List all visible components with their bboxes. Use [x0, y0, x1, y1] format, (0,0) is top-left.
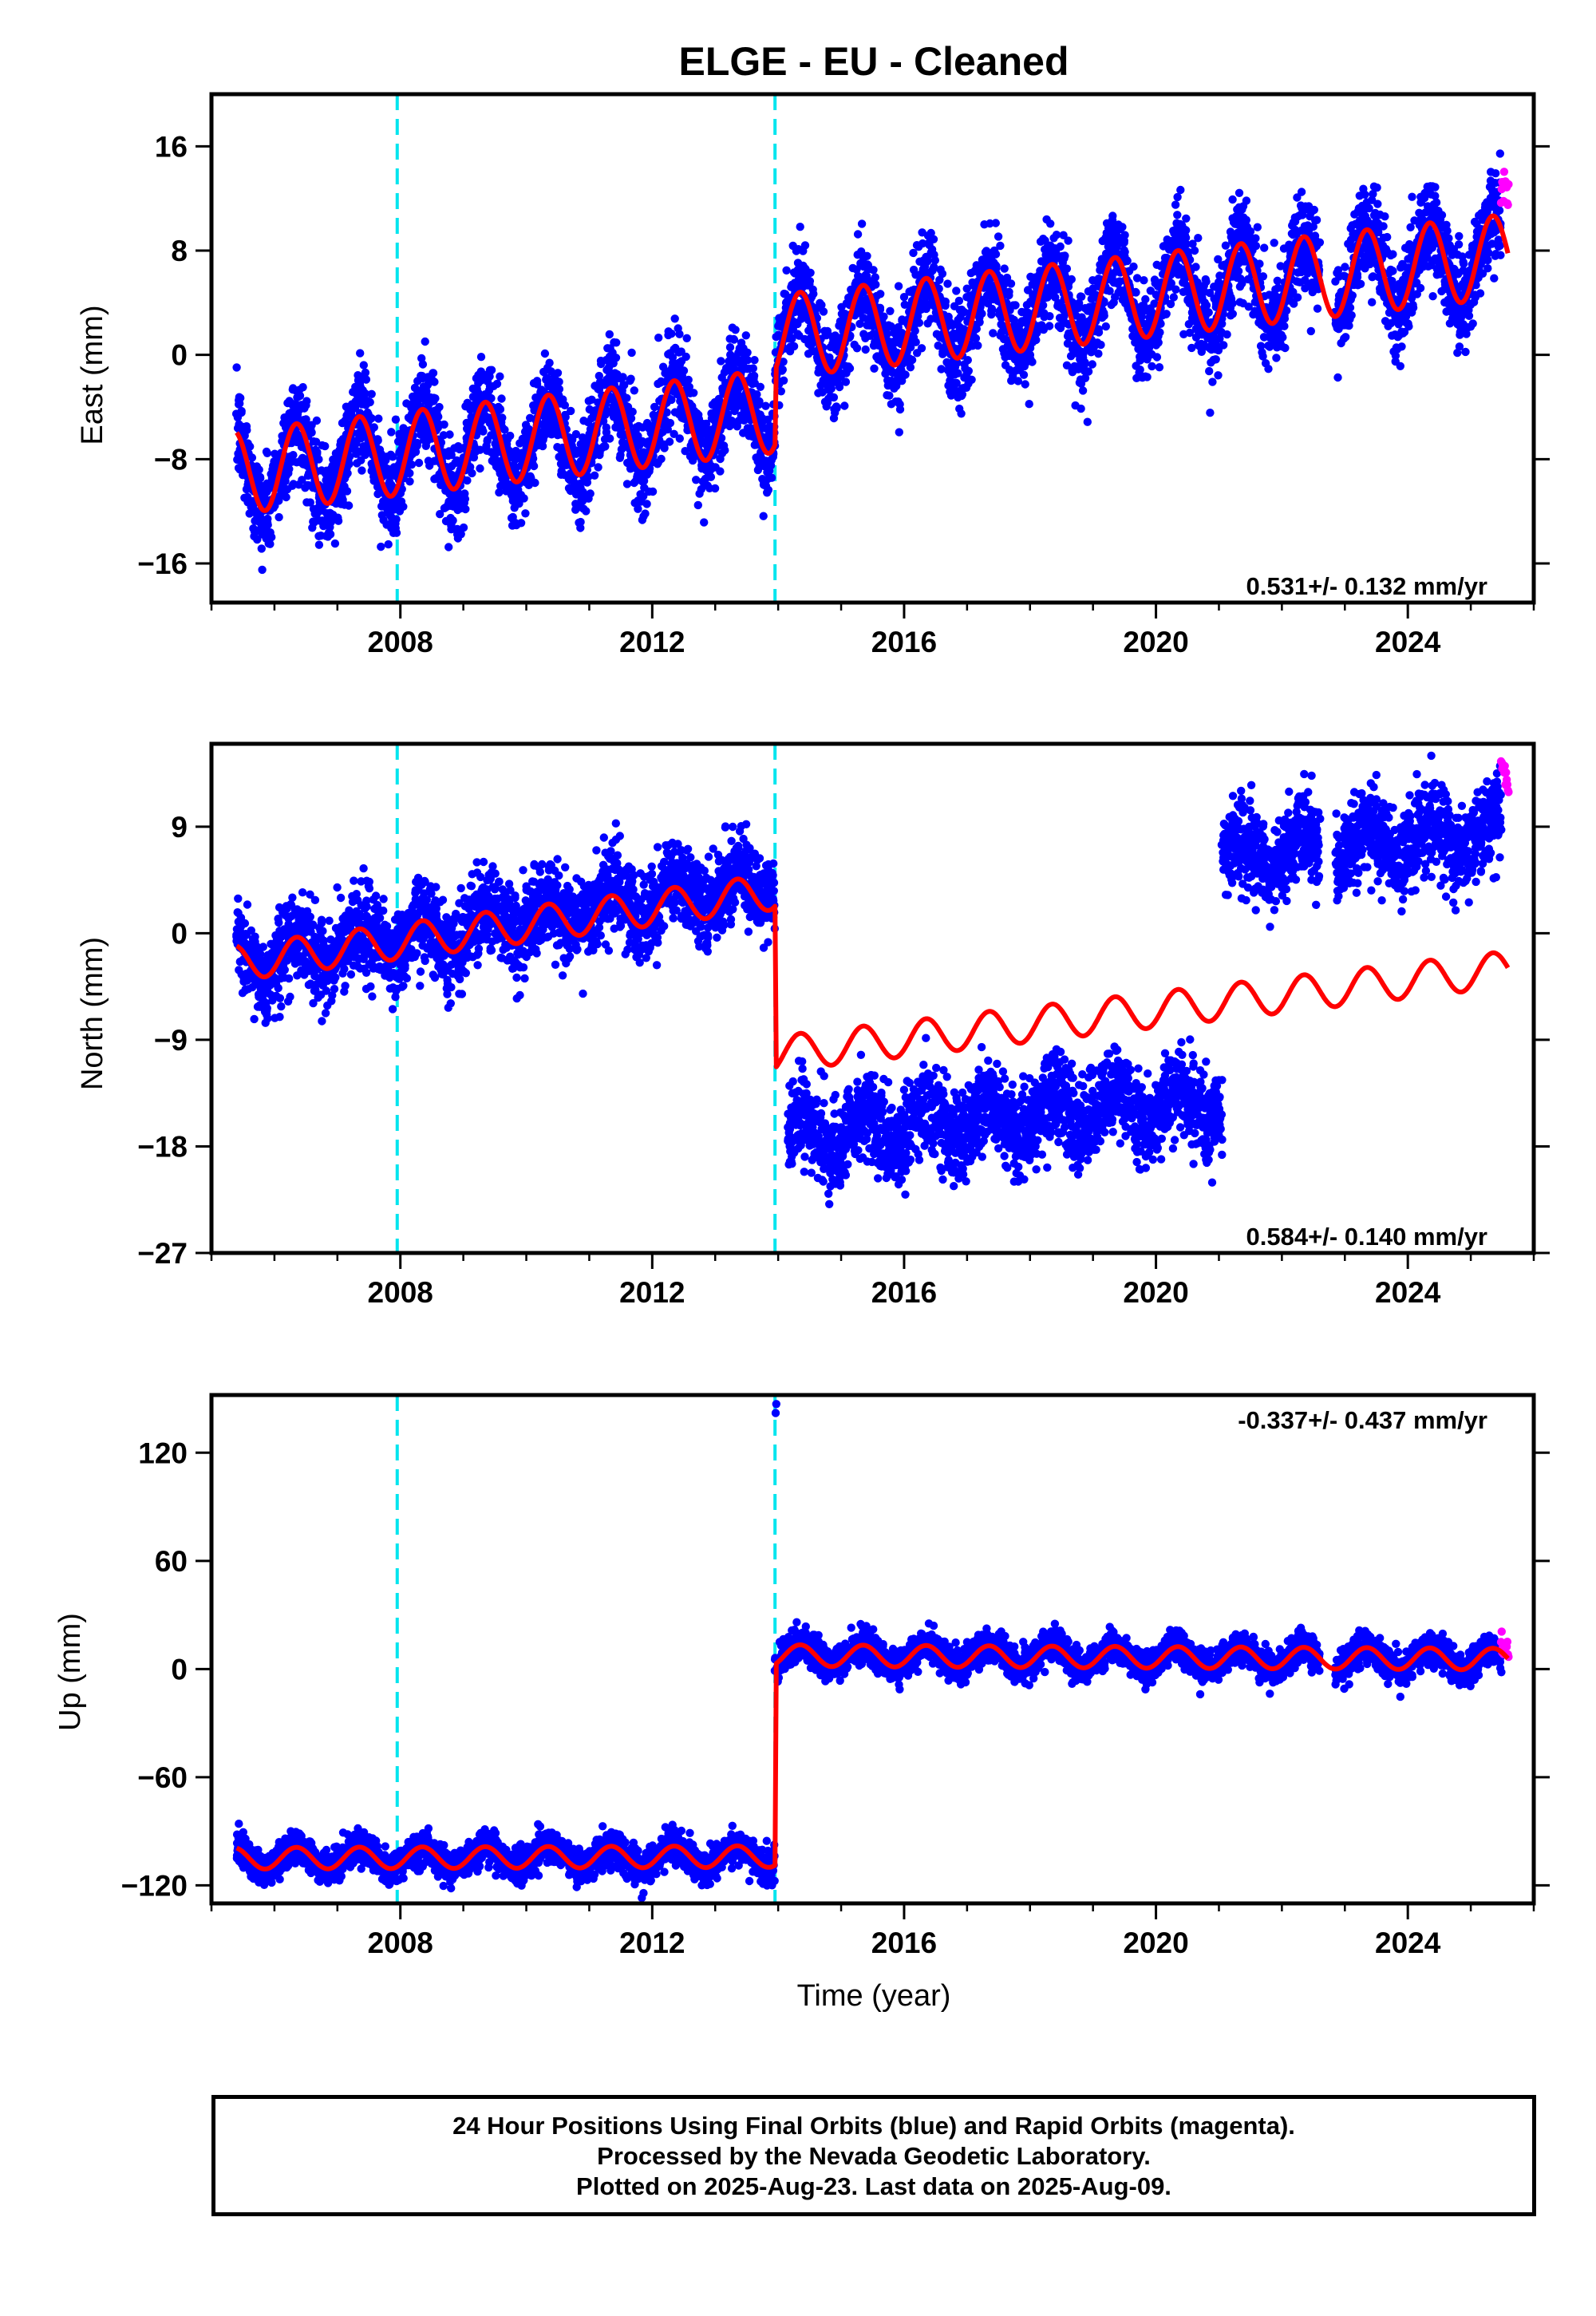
east-rate-label: 0.531+/- 0.132 mm/yr: [1246, 572, 1487, 600]
plot-frame: [209, 741, 1536, 1255]
north-rate-label: 0.584+/- 0.140 mm/yr: [1246, 1223, 1487, 1251]
footer-line-1: 24 Hour Positions Using Final Orbits (bl…: [452, 2112, 1295, 2140]
y-tick-label: −8: [154, 443, 188, 476]
north-plot-area: 2008 2012 2016 2020 2024 −27 −18 −9 0 9: [137, 741, 1550, 1309]
up-panel: 2008 2012 2016 2020 2024 −120 −60 0 60 120 Up (mm…: [53, 1393, 1550, 1959]
east-y-axis-label: East (mm): [76, 305, 109, 445]
final-orbit-markers: [231, 149, 1505, 575]
y-tick-label: −9: [154, 1024, 188, 1057]
y-tick-label: −60: [137, 1761, 188, 1794]
x-tick-label: 2020: [1123, 1276, 1188, 1309]
final-orbit-points: [231, 149, 1505, 575]
x-tick-label: 2016: [871, 626, 937, 658]
x-tick-label: 2012: [619, 1927, 685, 1959]
north-panel: 2008 2012 2016 2020 2024 −27 −18 −9 0 9 North (mm…: [76, 741, 1550, 1309]
up-y-axis-label: Up (mm): [53, 1613, 87, 1731]
final-orbit-points: [232, 751, 1506, 1208]
y-tick-label: 0: [171, 1653, 188, 1686]
x-tick-label: 2024: [1375, 1276, 1441, 1309]
final-orbit-markers: [232, 751, 1506, 1208]
final-orbit-points: [232, 1400, 1506, 1903]
x-tick-label: 2024: [1375, 626, 1441, 658]
x-tick-label: 2008: [368, 1276, 433, 1309]
y-tick-label: 9: [171, 811, 188, 844]
x-tick-label: 2016: [871, 1927, 937, 1959]
y-tick-label: 120: [138, 1437, 188, 1469]
plot-frame: [209, 1393, 1536, 1906]
y-tick-label: 16: [155, 130, 188, 163]
rapid-orbit-markers: [1496, 757, 1513, 796]
footer-box: 24 Hour Positions Using Final Orbits (bl…: [211, 2095, 1536, 2216]
x-tick-label: 2012: [619, 1276, 685, 1309]
y-tick-label: 8: [171, 235, 188, 267]
east-plot-area: 2008 2012 2016 2020 2024 −16 −8 0 8 16: [137, 92, 1550, 658]
y-tick-label: −16: [137, 547, 188, 580]
x-tick-label: 2020: [1123, 626, 1188, 658]
y-tick-label: 0: [171, 917, 188, 950]
x-tick-label: 2008: [368, 626, 433, 658]
x-tick-label: 2020: [1123, 1927, 1188, 1959]
x-tick-label: 2024: [1375, 1927, 1441, 1959]
y-tick-label: −18: [137, 1130, 188, 1163]
up-plot-area: 2008 2012 2016 2020 2024 −120 −60 0 60 120: [121, 1393, 1550, 1959]
footer-line-3: Plotted on 2025-Aug-23. Last data on 202…: [576, 2172, 1171, 2200]
figure-title: ELGE - EU - Cleaned: [679, 39, 1069, 84]
y-tick-label: 60: [155, 1545, 188, 1578]
footer-line-2: Processed by the Nevada Geodetic Laborat…: [597, 2142, 1151, 2170]
final-orbit-markers: [232, 1400, 1506, 1903]
rapid-orbit-markers: [1496, 168, 1513, 209]
plot-frame: [209, 92, 1536, 605]
y-tick-label: 0: [171, 339, 188, 372]
y-tick-label: −27: [137, 1237, 188, 1270]
x-tick-label: 2016: [871, 1276, 937, 1309]
x-axis-label: Time (year): [797, 1979, 951, 2013]
model-fit-line: [235, 1642, 1510, 1871]
y-tick-label: −120: [121, 1869, 188, 1902]
x-tick-label: 2008: [368, 1927, 433, 1959]
north-y-axis-label: North (mm): [76, 937, 109, 1090]
x-tick-label: 2012: [619, 626, 685, 658]
model-fit-line: [235, 876, 1511, 1069]
model-fit-line: [235, 213, 1511, 513]
up-rate-label: -0.337+/- 0.437 mm/yr: [1238, 1406, 1487, 1434]
